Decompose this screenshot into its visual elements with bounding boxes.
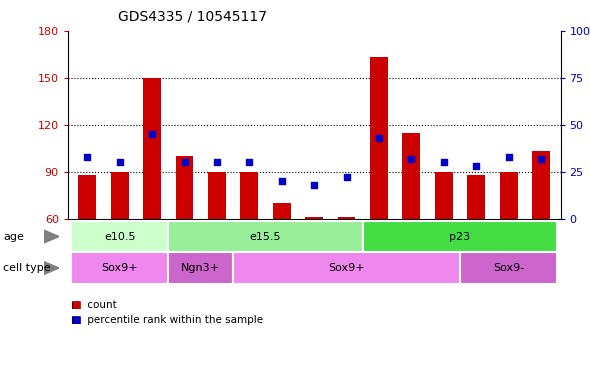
Bar [78, 175, 96, 219]
Polygon shape [44, 262, 59, 274]
Bar [467, 175, 485, 219]
Text: e10.5: e10.5 [104, 232, 136, 242]
Text: Sox9+: Sox9+ [101, 263, 138, 273]
Bar [111, 172, 129, 219]
Point [407, 156, 416, 162]
Bar [337, 217, 356, 219]
Point [115, 159, 124, 166]
Bar [305, 217, 323, 219]
Bar [176, 156, 194, 219]
Point [277, 178, 287, 184]
Text: Ngn3+: Ngn3+ [181, 263, 220, 273]
Text: age: age [3, 232, 24, 242]
Bar [500, 172, 517, 219]
Bar [402, 132, 420, 219]
Point [148, 131, 157, 137]
Point [439, 159, 448, 166]
Text: p23: p23 [450, 232, 471, 242]
Text: ■: ■ [71, 315, 81, 325]
Point [180, 159, 189, 166]
Point [536, 156, 546, 162]
Bar [370, 57, 388, 219]
Point [504, 154, 513, 160]
Bar [435, 172, 453, 219]
Point [342, 174, 351, 180]
Text: Sox9-: Sox9- [493, 263, 525, 273]
Point [471, 163, 481, 169]
Text: ■: ■ [71, 300, 81, 310]
Bar [273, 203, 291, 219]
Point [245, 159, 254, 166]
Polygon shape [44, 230, 59, 243]
Bar [241, 172, 258, 219]
Text: ■  count: ■ count [71, 300, 117, 310]
Point [309, 182, 319, 188]
Bar [208, 172, 226, 219]
Bar [532, 151, 550, 219]
Point [212, 159, 222, 166]
Point [83, 154, 92, 160]
Text: GDS4335 / 10545117: GDS4335 / 10545117 [118, 10, 267, 23]
Text: cell type: cell type [3, 263, 51, 273]
Text: e15.5: e15.5 [250, 232, 281, 242]
Text: ■  percentile rank within the sample: ■ percentile rank within the sample [71, 315, 263, 325]
Point [374, 135, 384, 141]
Text: Sox9+: Sox9+ [328, 263, 365, 273]
Bar [143, 78, 161, 219]
